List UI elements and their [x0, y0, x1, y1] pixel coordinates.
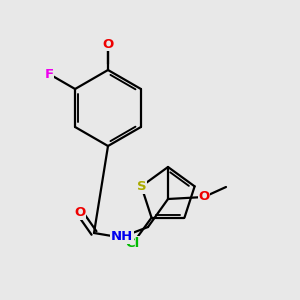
- Text: Cl: Cl: [126, 237, 140, 250]
- Text: O: O: [198, 190, 210, 203]
- Text: NH: NH: [111, 230, 133, 244]
- Text: S: S: [136, 180, 146, 193]
- Text: O: O: [102, 38, 114, 50]
- Text: F: F: [44, 68, 54, 80]
- Text: O: O: [74, 206, 86, 220]
